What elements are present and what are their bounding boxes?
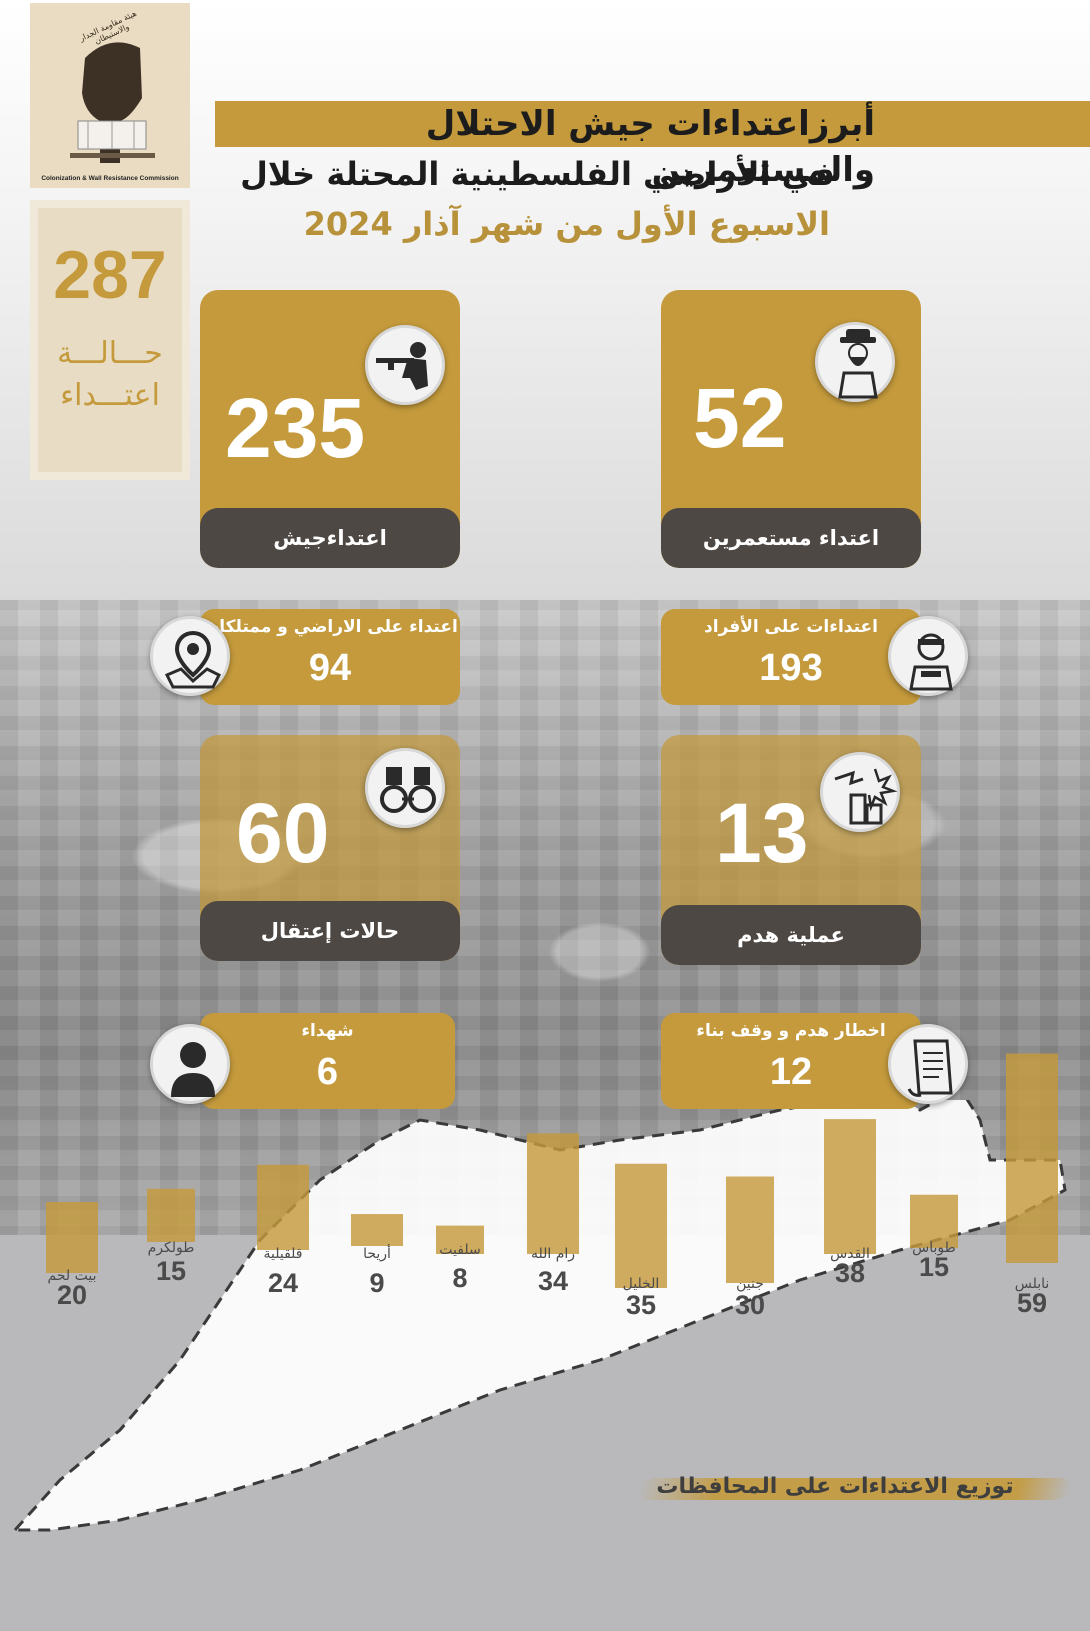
arrests-label: حالات إعتقال <box>200 901 460 961</box>
fist-icon <box>70 42 155 163</box>
bar-category-label: طولكرم <box>147 1240 195 1256</box>
martyrs-box: شهداء 6 <box>200 1013 455 1109</box>
demolition-icon <box>820 752 900 832</box>
settler-attacks-label: اعتداء مستعمرين <box>661 508 921 568</box>
page-subtitle: في الأراضي الفلسطينية المحتلة خلال <box>240 155 835 193</box>
bar-value-label: 15 <box>155 1256 187 1286</box>
bar-category-label: سلفيت <box>439 1242 481 1258</box>
demolition-notices-label: اخطار هدم و وقف بناء <box>696 1021 886 1041</box>
demolition-notices-number: 12 <box>769 1051 813 1093</box>
map-pin-icon <box>150 616 230 696</box>
document-icon <box>888 1024 968 1104</box>
total-label-line2: اعتـــداء <box>60 378 160 413</box>
bar-value-label: 15 <box>918 1252 950 1282</box>
page-period: الاسبوع الأول من شهر آذار 2024 <box>303 205 830 243</box>
bar-value-label: 35 <box>625 1290 657 1320</box>
bar-category-label: الخليل <box>622 1276 660 1292</box>
title-bar <box>215 101 1090 147</box>
bar-category-label: أريحا <box>363 1246 391 1262</box>
demolition-notices-box: اخطار هدم و وقف بناء 12 <box>661 1013 921 1109</box>
bar-6 <box>615 1163 667 1288</box>
demolition-label: عملية هدم <box>661 905 921 965</box>
individual-attacks-number: 193 <box>759 647 823 689</box>
bar-2 <box>257 1164 309 1250</box>
total-box: 287 حـــالـــة اعتـــداء <box>30 200 190 480</box>
injured-person-icon <box>888 616 968 696</box>
bar-category-label: جنين <box>736 1276 764 1292</box>
bar-value-label: 24 <box>267 1268 299 1298</box>
bar-category-label: قلقيلية <box>263 1246 303 1262</box>
person-icon <box>150 1024 230 1104</box>
commission-logo: هيئة مقاومة الجدار والاستيطان Colonizati… <box>30 3 190 188</box>
bar-7 <box>726 1176 774 1283</box>
individual-attacks-box: اعتداءات على الأفراد 193 <box>661 609 921 705</box>
settler-attacks-number: 52 <box>693 371 787 465</box>
chart-title: توزيع الاعتداءات على المحافظات <box>656 1474 1014 1499</box>
demolition-card: 13 عملية هدم <box>661 735 921 965</box>
arrests-card: 60 حالات إعتقال <box>200 735 460 961</box>
bar-4 <box>436 1225 484 1254</box>
bar-value-label: 9 <box>369 1268 385 1298</box>
bar-category-label: نابلس <box>1014 1276 1050 1292</box>
soldier-icon <box>365 325 445 405</box>
settler-attacks-card: 52 اعتداء مستعمرين <box>661 290 921 568</box>
land-attacks-box: اعتداء على الاراضي و ممتلكات 94 <box>200 609 460 705</box>
bar-category-label: بيت لحم <box>47 1268 97 1284</box>
army-attacks-number: 235 <box>225 381 366 475</box>
martyrs-label: شهداء <box>301 1021 354 1041</box>
bar-10 <box>1006 1053 1058 1263</box>
bar-0 <box>46 1202 98 1273</box>
bar-3 <box>351 1214 403 1246</box>
bar-value-label: 59 <box>1016 1288 1048 1318</box>
individual-attacks-label: اعتداءات على الأفراد <box>704 617 878 637</box>
settler-icon <box>815 322 895 402</box>
bar-5 <box>527 1133 579 1254</box>
total-label-line1: حـــالـــة <box>57 336 163 371</box>
bar-category-label: رام الله <box>530 1246 576 1262</box>
bar-8 <box>824 1119 876 1254</box>
bar-value-label: 20 <box>56 1280 88 1310</box>
bar-category-label: القدس <box>830 1246 870 1262</box>
bar-value-label: 8 <box>452 1263 468 1293</box>
page-title: أبرزاعتداءات جيش الاحتلال والمستعمرين <box>425 104 875 190</box>
land-attacks-number: 94 <box>308 647 352 689</box>
bar-1 <box>147 1188 195 1242</box>
arrests-number: 60 <box>236 786 330 880</box>
logo-caption: Colonization & Wall Resistance Commissio… <box>41 175 179 182</box>
bar-value-label: 34 <box>537 1266 569 1296</box>
martyrs-number: 6 <box>316 1051 339 1093</box>
bar-9 <box>910 1194 958 1248</box>
bar-category-label: طوباس <box>912 1240 956 1256</box>
total-number: 287 <box>53 237 167 313</box>
demolition-number: 13 <box>715 786 809 880</box>
handcuffs-icon <box>365 748 445 828</box>
army-attacks-label: اعتداءجيش <box>200 508 460 568</box>
bar-value-label: 30 <box>734 1290 766 1320</box>
bar-value-label: 38 <box>834 1258 866 1288</box>
land-attacks-label: اعتداء على الاراضي و ممتلكات <box>202 617 458 637</box>
